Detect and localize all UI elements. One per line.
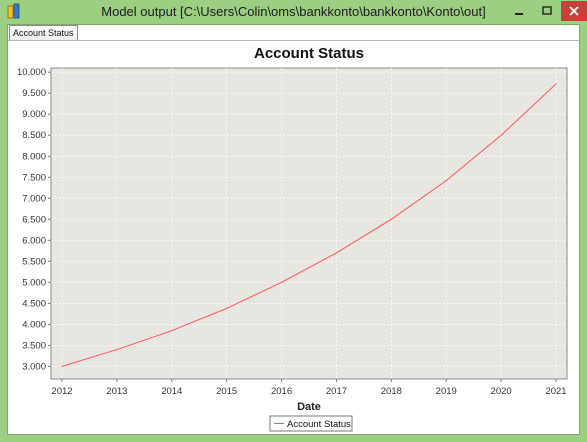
x-tick-label: 2014 <box>161 386 182 397</box>
tab-account-status[interactable]: Account Status <box>9 25 78 41</box>
y-tick-label: 4.500 <box>22 298 46 309</box>
legend-label: Account Status <box>287 419 351 430</box>
y-tick-label: 10.000 <box>17 67 46 78</box>
y-tick-label: 6.000 <box>22 235 46 246</box>
window-title: Model output [C:\Users\Colin\oms\bankkon… <box>101 4 486 19</box>
x-tick-label: 2012 <box>51 386 72 397</box>
x-axis-label: Date <box>297 401 321 413</box>
chart-title: Account Status <box>254 45 364 62</box>
data-point <box>445 180 447 182</box>
x-tick-label: 2016 <box>271 386 292 397</box>
x-tick-label: 2019 <box>436 386 457 397</box>
data-point <box>280 281 283 283</box>
x-tick-label: 2018 <box>381 386 402 397</box>
data-point <box>116 348 118 351</box>
x-tick-label: 2020 <box>491 386 512 397</box>
content-area: Account Status Account Status 3.000 3.500 4… <box>7 24 580 435</box>
data-point <box>555 83 557 85</box>
series-line-0 <box>61 83 557 367</box>
y-tick-label: 3.000 <box>22 361 46 372</box>
data-point <box>500 134 502 136</box>
x-tick-label: 2017 <box>326 386 347 397</box>
y-tick-label: 3.500 <box>22 340 46 351</box>
close-icon <box>569 6 579 16</box>
y-tick-label: 9.000 <box>22 109 46 120</box>
maximize-button[interactable] <box>533 1 561 21</box>
y-tick-label: 9.500 <box>22 88 46 99</box>
data-point <box>335 252 338 254</box>
y-tick-label: 4.000 <box>22 319 46 330</box>
tab-divider <box>8 40 579 41</box>
y-tick-label: 7.000 <box>22 193 46 204</box>
y-tick-label: 5.500 <box>22 256 46 267</box>
minimize-button[interactable] <box>505 1 533 21</box>
app-icon[interactable] <box>7 3 21 19</box>
data-point <box>171 330 173 332</box>
legend-box <box>269 415 353 432</box>
x-tick-label: 2015 <box>216 386 237 397</box>
chart: Account Status 3.000 3.500 4.000 4.500 5.000 5… <box>17 45 568 432</box>
data-point <box>390 218 392 220</box>
y-tick-label: 8.000 <box>22 151 46 162</box>
title-bar[interactable]: Model output [C:\Users\Colin\oms\bankkon… <box>0 0 587 24</box>
close-button[interactable] <box>561 1 587 21</box>
x-tick-label: 2013 <box>106 386 127 397</box>
x-tick-label: 2021 <box>545 386 566 397</box>
plot-area <box>50 67 568 380</box>
y-tick-label: 6.500 <box>22 214 46 225</box>
data-point <box>226 307 228 309</box>
y-tick-label: 5.000 <box>22 277 46 288</box>
y-tick-label: 7.500 <box>22 172 46 183</box>
y-tick-label: 8.500 <box>22 130 46 141</box>
minimize-icon <box>515 13 523 15</box>
maximize-icon <box>542 6 552 15</box>
data-point <box>61 365 63 367</box>
